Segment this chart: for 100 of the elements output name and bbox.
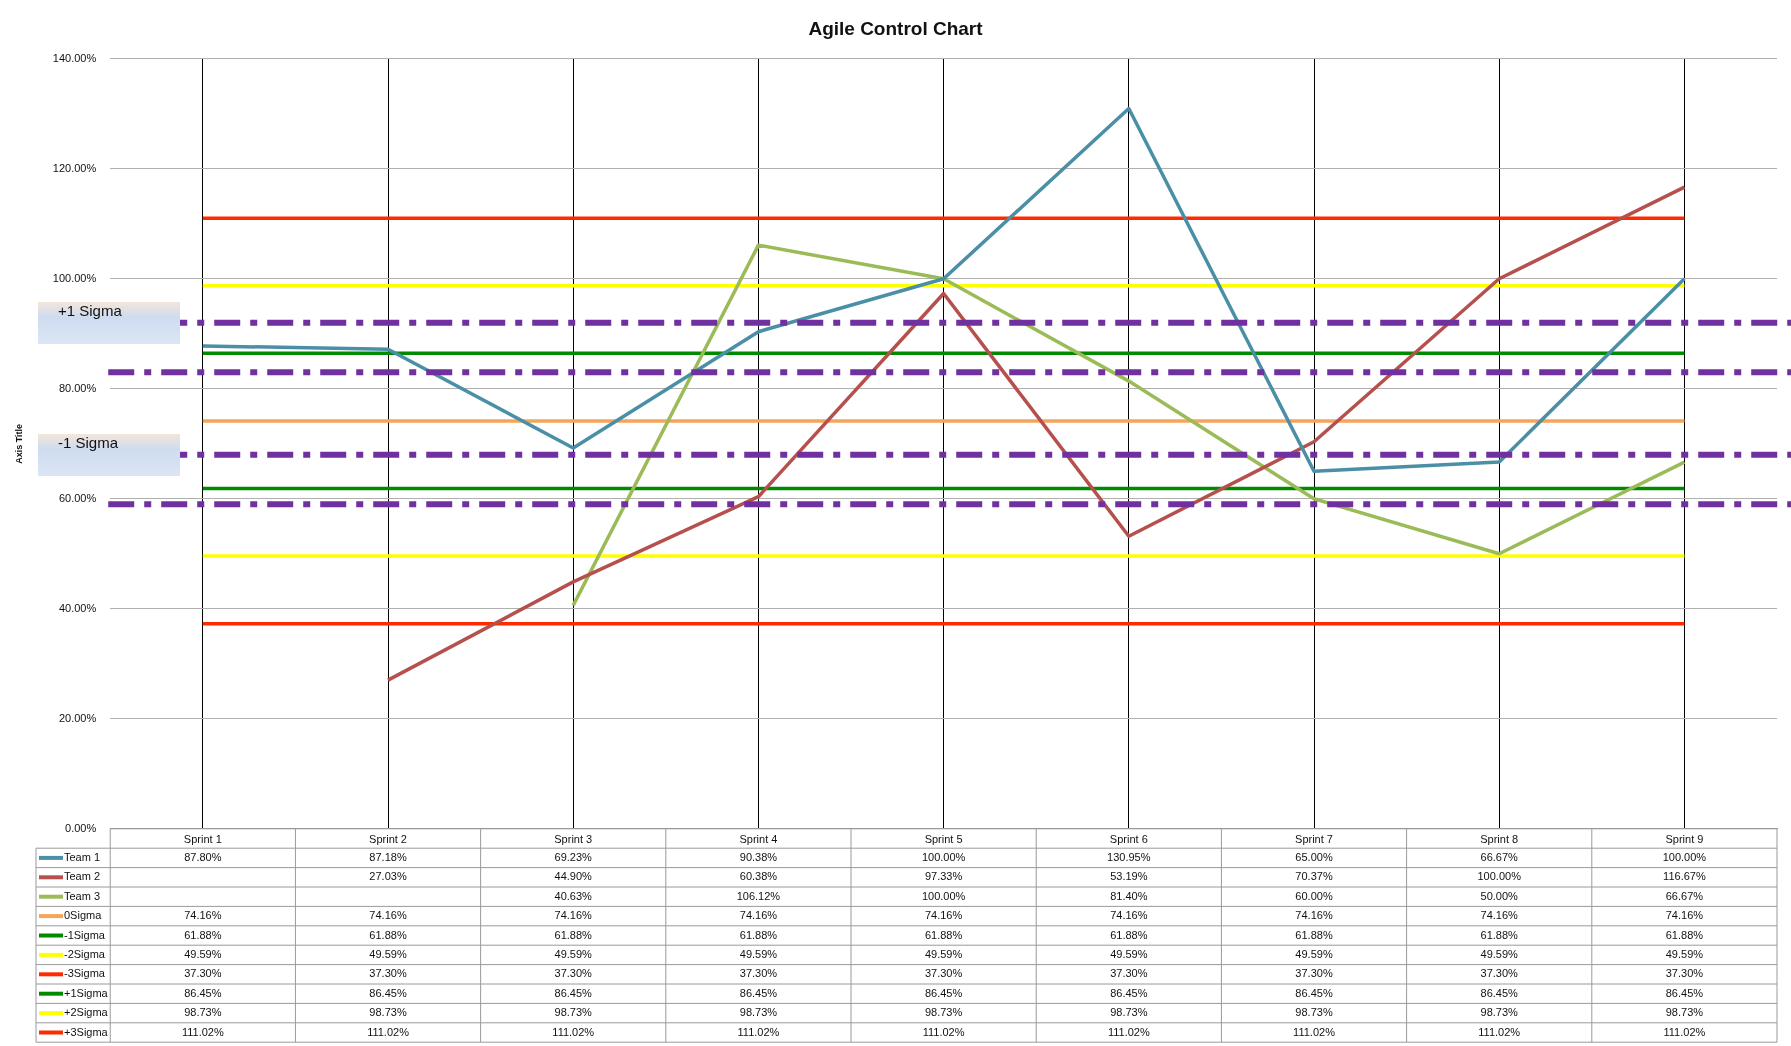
data-label: 49.59% <box>1295 947 1333 960</box>
data-label: 61.88% <box>554 928 593 941</box>
data-label: 37.30% <box>1110 967 1148 980</box>
data-label: 69.23% <box>554 850 593 863</box>
data-label: 44.90% <box>554 870 593 883</box>
data-label: 61.88% <box>1665 928 1704 941</box>
data-label: 111.02% <box>737 1025 780 1038</box>
x-tick-label: Sprint 8 <box>1480 833 1519 846</box>
data-label: 111.02% <box>1293 1025 1336 1038</box>
data-label: 49.59% <box>1110 947 1148 960</box>
data-label: 53.19% <box>1110 870 1148 883</box>
data-label: 100.00% <box>921 889 966 902</box>
data-label: 111.02% <box>1107 1025 1150 1038</box>
callout-box: -1 Sigma <box>38 433 180 476</box>
data-label: 98.73% <box>369 1006 407 1019</box>
x-tick-label: Sprint 5 <box>924 833 963 846</box>
data-label: 98.73% <box>924 1006 963 1019</box>
data-label: 97.33% <box>924 870 963 883</box>
chart-title: Agile Control Chart <box>808 17 984 39</box>
y-axis-title: Axis Title <box>13 423 24 464</box>
data-label: 61.88% <box>1110 928 1148 941</box>
data-label: 49.59% <box>554 947 593 960</box>
data-label: 65.00% <box>1295 850 1333 863</box>
data-label: 49.59% <box>1665 947 1704 960</box>
y-tick-label: 0.00% <box>65 821 97 834</box>
data-label: 60.38% <box>739 870 778 883</box>
data-label: 49.59% <box>739 947 778 960</box>
y-tick-label: 40.00% <box>58 601 97 614</box>
data-label: 86.45% <box>1480 986 1519 999</box>
data-label: 130.95% <box>1107 850 1151 863</box>
data-label: 106.12% <box>736 889 781 902</box>
data-label: 27.03% <box>369 870 407 883</box>
data-label: 61.88% <box>369 928 407 941</box>
data-label: 86.45% <box>924 986 963 999</box>
data-label: 100.00% <box>1662 850 1707 863</box>
data-label: 74.16% <box>739 909 778 922</box>
data-label: 98.73% <box>1480 1006 1519 1019</box>
legend-label: +2Sigma <box>64 1006 109 1019</box>
data-label: 111.02% <box>1663 1025 1706 1038</box>
data-label: 49.59% <box>184 947 222 960</box>
data-label: 60.00% <box>1295 889 1333 902</box>
x-tick-label: Sprint 4 <box>739 833 778 846</box>
legend-label: -1Sigma <box>64 928 106 941</box>
data-label: 100.00% <box>1477 870 1522 883</box>
data-label: 37.30% <box>1665 967 1704 980</box>
data-label: 74.16% <box>184 909 222 922</box>
data-label: 70.37% <box>1295 870 1333 883</box>
data-label: 98.73% <box>554 1006 593 1019</box>
data-label: 111.02% <box>552 1025 595 1038</box>
data-label: 98.73% <box>739 1006 778 1019</box>
data-label: 50.00% <box>1480 889 1519 902</box>
x-tick-label: Sprint 9 <box>1665 833 1704 846</box>
x-tick-label: Sprint 2 <box>369 833 407 846</box>
data-label: 98.73% <box>1665 1006 1704 1019</box>
data-label: 61.88% <box>1480 928 1519 941</box>
data-label: 49.59% <box>924 947 963 960</box>
data-label: 111.02% <box>181 1025 224 1038</box>
x-tick-label: Sprint 7 <box>1295 833 1333 846</box>
data-label: 86.45% <box>739 986 778 999</box>
legend-label: Team 1 <box>64 850 101 863</box>
data-label: 37.30% <box>369 967 407 980</box>
legend-label: Team 2 <box>64 870 101 883</box>
data-label: 37.30% <box>184 967 222 980</box>
legend-label: +3Sigma <box>64 1025 109 1038</box>
y-tick-label: 20.00% <box>58 711 97 724</box>
data-label: 61.88% <box>739 928 778 941</box>
y-tick-label: 140.00% <box>52 51 97 64</box>
data-label: 100.00% <box>921 850 966 863</box>
data-label: 61.88% <box>184 928 222 941</box>
x-tick-label: Sprint 1 <box>183 833 222 846</box>
data-label: 81.40% <box>1110 889 1148 902</box>
data-label: 37.30% <box>1480 967 1519 980</box>
data-label: 98.73% <box>1110 1006 1148 1019</box>
data-label: 74.16% <box>554 909 593 922</box>
data-label: 37.30% <box>554 967 593 980</box>
legend-label: Team 3 <box>64 889 101 902</box>
data-label: 74.16% <box>924 909 963 922</box>
data-label: 40.63% <box>554 889 593 902</box>
data-label: 74.16% <box>1295 909 1333 922</box>
data-label: 86.45% <box>1295 986 1333 999</box>
data-label: 66.67% <box>1480 850 1519 863</box>
data-label: 86.45% <box>1665 986 1704 999</box>
data-label: 86.45% <box>554 986 593 999</box>
legend-label: -3Sigma <box>64 967 106 980</box>
data-label: 66.67% <box>1665 889 1704 902</box>
legend-label: 0Sigma <box>64 909 103 922</box>
y-tick-label: 60.00% <box>58 491 97 504</box>
legend-label: -2Sigma <box>64 947 106 960</box>
x-tick-label: Sprint 6 <box>1109 833 1148 846</box>
data-label: 98.73% <box>1295 1006 1333 1019</box>
data-label: 87.18% <box>369 850 407 863</box>
data-label: 111.02% <box>922 1025 965 1038</box>
data-label: 49.59% <box>1480 947 1519 960</box>
callout-box: +1 Sigma <box>38 301 180 344</box>
data-label: 49.59% <box>369 947 407 960</box>
y-tick-label: 120.00% <box>52 161 97 174</box>
data-label: 37.30% <box>739 967 778 980</box>
data-label: 87.80% <box>184 850 222 863</box>
data-label: 74.16% <box>1110 909 1148 922</box>
data-label: 116.67% <box>1663 870 1706 883</box>
